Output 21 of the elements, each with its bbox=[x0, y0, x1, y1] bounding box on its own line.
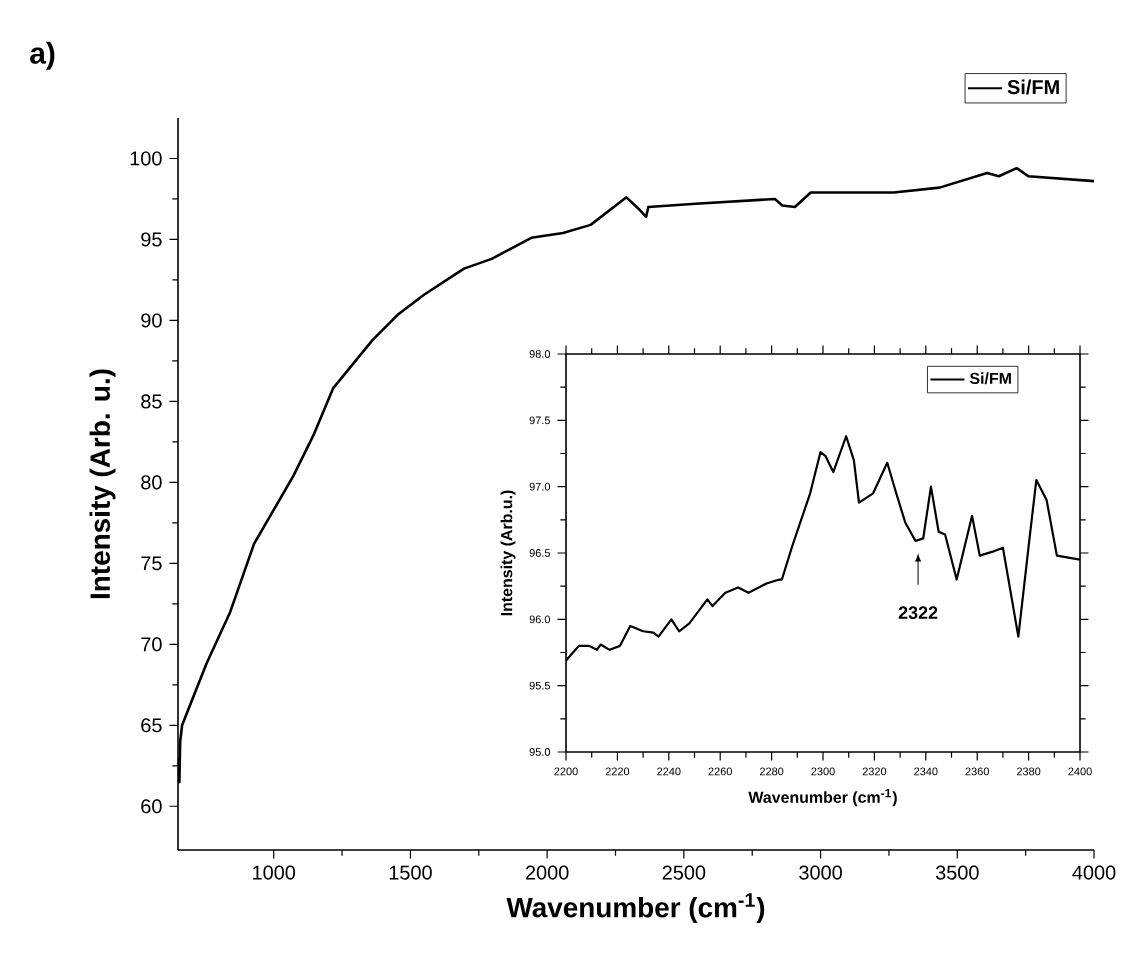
y-tick-label: 70 bbox=[141, 637, 162, 652]
y-axis-title: Intensity (Arb. u.) bbox=[89, 369, 116, 599]
y-tick-label: 80 bbox=[141, 475, 162, 490]
x-tick-label: 1000 bbox=[253, 865, 296, 880]
x-tick-label: 1500 bbox=[389, 865, 432, 880]
x-tick-label: 3500 bbox=[935, 865, 979, 880]
chart-title: a) bbox=[30, 41, 55, 70]
x-tick-label: 2500 bbox=[662, 865, 706, 880]
legend-label: Si/FM bbox=[1007, 79, 1059, 95]
y-tick-label: 100 bbox=[130, 151, 162, 166]
y-tick-label: 85 bbox=[141, 394, 162, 409]
y-tick-label: 65 bbox=[141, 718, 162, 733]
x-tick-label: 3000 bbox=[799, 865, 842, 880]
y-tick-label: 60 bbox=[141, 799, 162, 814]
y-tick-label: 90 bbox=[141, 313, 162, 328]
annotation: 2322 bbox=[898, 606, 938, 620]
x-axis-title: Wavenumber (cm$^{-1}$) bbox=[506, 893, 765, 923]
x-tick-label: 4000 bbox=[1072, 865, 1116, 880]
x-tick-label: 2000 bbox=[525, 865, 569, 880]
y-tick-label: 95 bbox=[141, 232, 162, 247]
y-tick-label: 75 bbox=[141, 556, 162, 571]
